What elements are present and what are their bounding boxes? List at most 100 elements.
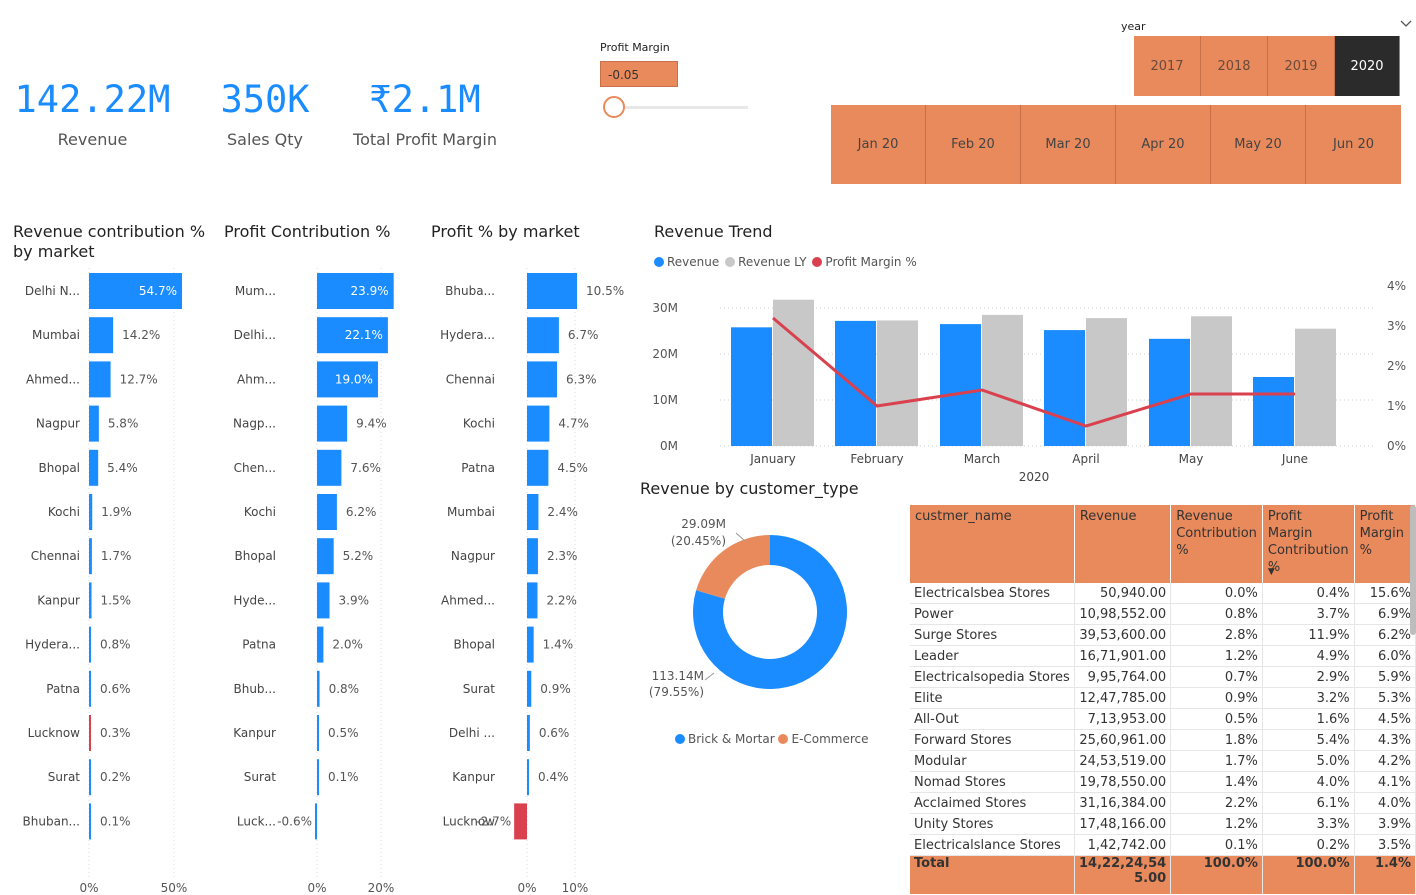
bar-revenue bbox=[835, 320, 876, 446]
category-label: Ahmed... bbox=[441, 593, 495, 607]
profit-margin-slider-track[interactable] bbox=[606, 106, 748, 109]
table-cell: 6.1% bbox=[1262, 792, 1355, 814]
legend-ecommerce[interactable]: E-Commerce bbox=[778, 732, 869, 746]
year-option-2020[interactable]: 2020 bbox=[1335, 36, 1400, 96]
table-cell: Forward Stores bbox=[910, 729, 1075, 751]
bar bbox=[315, 803, 317, 840]
table-row[interactable]: Leader 16,71,901.00 1.2% 4.9% 6.0% bbox=[910, 645, 1416, 667]
table-row[interactable]: Modular 24,53,519.00 1.7% 5.0% 4.2% bbox=[910, 750, 1416, 772]
category-label: Lucknow bbox=[28, 726, 81, 740]
table-cell: 0.1% bbox=[1170, 834, 1263, 856]
table-row[interactable]: Surge Stores 39,53,600.00 2.8% 11.9% 6.2% bbox=[910, 624, 1416, 646]
profit-margin-slider-handle[interactable] bbox=[603, 96, 625, 118]
category-label: Patna bbox=[242, 638, 276, 652]
bar bbox=[317, 449, 342, 486]
bar bbox=[317, 494, 337, 530]
bar-revenue bbox=[731, 327, 772, 446]
year-option-2018[interactable]: 2018 bbox=[1201, 36, 1268, 96]
table-row[interactable]: Electricalslance Stores 1,42,742.00 0.1% 0.… bbox=[910, 834, 1416, 856]
table-cell: Electricalslance Stores bbox=[910, 834, 1075, 856]
column-header-revenue[interactable]: Revenue bbox=[1074, 505, 1172, 583]
legend-revenue-ly[interactable]: Revenue LY bbox=[725, 255, 807, 269]
data-label: 3.9% bbox=[339, 593, 370, 607]
bar bbox=[527, 538, 538, 575]
table-scrollbar[interactable] bbox=[1410, 505, 1416, 635]
bar bbox=[89, 803, 91, 840]
bar bbox=[317, 405, 348, 442]
bar bbox=[514, 803, 527, 840]
table-cell: 1.8% bbox=[1170, 729, 1263, 751]
month-option-may[interactable]: May 20 bbox=[1211, 105, 1306, 184]
bar bbox=[527, 449, 549, 486]
column-header-profit-margin[interactable]: Profit Margin % bbox=[1354, 505, 1416, 583]
revenue-contribution-chart[interactable]: 0% 50% Delhi N... 54.7% Mumbai 14.2% Ahmed... 1… bbox=[0, 268, 215, 895]
table-cell: 31,16,384.00 bbox=[1074, 792, 1172, 814]
tick-label: 20% bbox=[368, 881, 395, 895]
category-label: Mumbai bbox=[32, 328, 80, 342]
table-row[interactable]: All-Out 7,13,953.00 0.5% 1.6% 4.5% bbox=[910, 708, 1416, 730]
bar-revenue bbox=[1149, 338, 1190, 446]
table-row[interactable]: Unity Stores 17,48,166.00 1.2% 3.3% 3.9% bbox=[910, 813, 1416, 835]
table-row[interactable]: Forward Stores 25,60,961.00 1.8% 5.4% 4.3% bbox=[910, 729, 1416, 751]
month-option-feb[interactable]: Feb 20 bbox=[926, 105, 1021, 184]
table-cell: 3.2% bbox=[1262, 687, 1355, 709]
category-label: Kochi bbox=[48, 505, 80, 519]
table-row[interactable]: Nomad Stores 19,78,550.00 1.4% 4.0% 4.1% bbox=[910, 771, 1416, 793]
column-header-revenue-contribution[interactable]: Revenue Contribution % bbox=[1170, 505, 1263, 583]
table-cell: 5.4% bbox=[1262, 729, 1355, 751]
column-header-profit-margin-contribution[interactable]: Profit Margin Contribution % ▼ bbox=[1262, 505, 1355, 583]
x-tick-label: February bbox=[850, 452, 903, 466]
data-label: 5.8% bbox=[108, 417, 139, 431]
bar bbox=[89, 582, 92, 619]
chevron-down-icon[interactable] bbox=[1399, 13, 1413, 32]
table-row[interactable]: Elite 12,47,785.00 0.9% 3.2% 5.3% bbox=[910, 687, 1416, 709]
profit-by-market-chart[interactable]: 0% 10% Bhuba... 10.5% Hydera... 6.7% Chennai 6.… bbox=[425, 268, 630, 895]
data-label: 5.4% bbox=[107, 461, 137, 475]
data-label: 14.2% bbox=[122, 328, 160, 342]
category-label: Chen... bbox=[234, 461, 276, 475]
total-cell: 14,22,24,545.00 bbox=[1074, 855, 1172, 894]
table-cell: 11.9% bbox=[1262, 624, 1355, 646]
sort-desc-icon[interactable]: ▼ bbox=[1267, 567, 1275, 577]
month-option-jan[interactable]: Jan 20 bbox=[831, 105, 926, 184]
category-label: Bhopal bbox=[235, 549, 276, 563]
table-row[interactable]: Acclaimed Stores 31,16,384.00 2.2% 6.1% 4.0% bbox=[910, 792, 1416, 814]
legend-profit-margin[interactable]: Profit Margin % bbox=[812, 255, 917, 269]
slice-brick-mortar bbox=[693, 535, 847, 689]
month-option-apr[interactable]: Apr 20 bbox=[1116, 105, 1211, 184]
table-cell: 3.7% bbox=[1262, 603, 1355, 625]
legend-revenue[interactable]: Revenue bbox=[654, 255, 719, 269]
data-label: 0.9% bbox=[540, 682, 571, 696]
table-cell: All-Out bbox=[910, 708, 1075, 730]
table-row[interactable]: Electricalsbea Stores 50,940.00 0.0% 0.4% 15… bbox=[910, 583, 1416, 604]
table-row[interactable]: Electricalsopedia Stores 9,95,764.00 0.7% 2… bbox=[910, 666, 1416, 688]
leader-line bbox=[735, 532, 746, 542]
table-cell: 1.2% bbox=[1170, 645, 1263, 667]
table-cell: Surge Stores bbox=[910, 624, 1075, 646]
column-header-customer[interactable]: custmer_name bbox=[910, 505, 1075, 583]
profit-margin-slicer-title: Profit Margin bbox=[600, 41, 670, 54]
table-row[interactable]: Power 10,98,552.00 0.8% 3.7% 6.9% bbox=[910, 603, 1416, 625]
revenue-trend-chart[interactable]: 0M 10M 20M 30M 0% 1% 2% 3% 4% January February Marc… bbox=[640, 272, 1416, 487]
profit-margin-input[interactable]: -0.05 bbox=[600, 61, 678, 87]
x-axis-title: 2020 bbox=[1019, 470, 1050, 484]
category-label: Kanpur bbox=[37, 593, 80, 607]
tick-label: 0% bbox=[517, 881, 536, 895]
revenue-contribution-title: Revenue contribution % by market bbox=[13, 222, 206, 261]
year-option-2017[interactable]: 2017 bbox=[1134, 36, 1201, 96]
year-option-2019[interactable]: 2019 bbox=[1268, 36, 1335, 96]
bar bbox=[527, 317, 559, 354]
data-label: 6.2% bbox=[346, 505, 377, 519]
bar bbox=[527, 626, 534, 663]
table-cell: 7,13,953.00 bbox=[1074, 708, 1172, 730]
data-label: 0.6% bbox=[100, 682, 131, 696]
legend-brick-mortar[interactable]: Brick & Mortar bbox=[675, 732, 775, 746]
total-cell: 1.4% bbox=[1354, 855, 1416, 894]
month-option-mar[interactable]: Mar 20 bbox=[1021, 105, 1116, 184]
revenue-by-customer-type-chart[interactable]: 29.09M (20.45%) 113.14M (79.55%) bbox=[640, 505, 905, 720]
table-cell: 4.2% bbox=[1354, 750, 1416, 772]
bar bbox=[89, 405, 99, 442]
month-option-jun[interactable]: Jun 20 bbox=[1306, 105, 1401, 184]
profit-contribution-chart[interactable]: 0% 20% Mum... 23.9% Delhi... 22.1% Ahm... 19.0%… bbox=[215, 268, 425, 895]
bar bbox=[89, 449, 99, 486]
